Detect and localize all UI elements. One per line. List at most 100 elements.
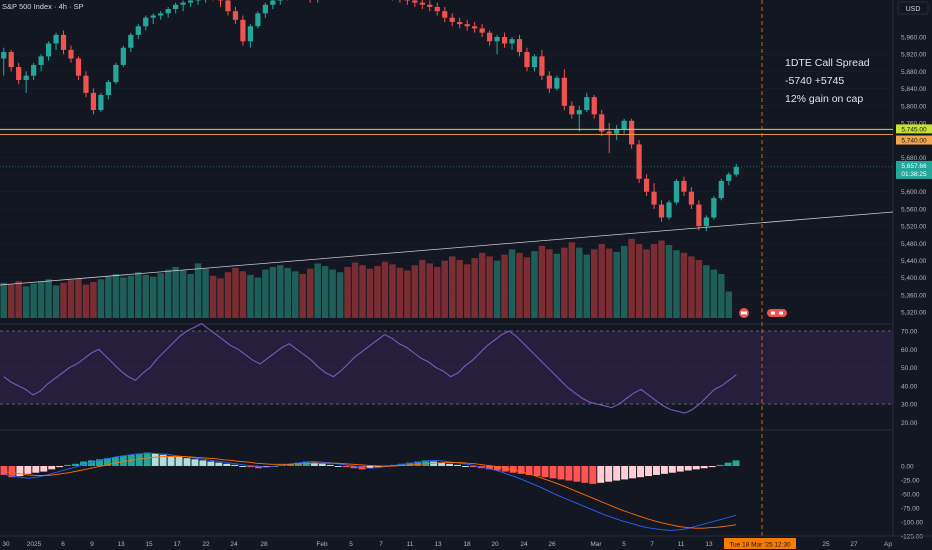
macd-hist-bar — [326, 464, 334, 466]
macd-hist-bar — [255, 466, 263, 469]
macd-hist-bar — [541, 466, 549, 478]
volume-bar — [673, 250, 680, 318]
volume-bar — [591, 249, 598, 318]
price-candles[interactable] — [1, 0, 739, 232]
last-price-tag[interactable] — [896, 160, 932, 179]
volume-bar — [456, 259, 463, 318]
volume-bar — [448, 256, 456, 318]
time-axis-label: 18 — [463, 541, 471, 548]
earnings-flag-icon[interactable] — [739, 308, 749, 318]
macd-hist-bar — [605, 466, 613, 482]
volume-bar — [135, 272, 142, 318]
trend-line[interactable] — [0, 211, 894, 286]
volume-bar — [142, 274, 149, 318]
volume-bar — [217, 278, 224, 318]
last-price-label: 5,657.66 — [901, 163, 927, 170]
candle-body — [726, 174, 732, 181]
macd-hist-bar — [565, 466, 573, 481]
volume-bar — [82, 284, 90, 318]
level-5745-tag[interactable] — [896, 124, 932, 134]
level-5740-tag[interactable] — [896, 135, 932, 145]
time-axis-label: 28 — [260, 541, 268, 548]
candle-body — [584, 97, 590, 111]
rsi-tick-label: 60.00 — [901, 347, 918, 354]
time-axis-label: 13 — [434, 541, 442, 548]
macd-hist-bar — [358, 466, 366, 470]
signal-line[interactable] — [4, 456, 736, 529]
candle-body — [546, 75, 553, 89]
macd-hist-bar — [24, 466, 32, 474]
macd-hist-bar — [454, 464, 462, 466]
volume-bar — [493, 260, 501, 318]
time-axis-label: 6 — [61, 541, 65, 548]
volume-bar — [67, 280, 75, 318]
macd-hist-bar — [167, 455, 175, 466]
price-tick-label: 5,400.00 — [901, 275, 927, 282]
macd-hist-bar — [398, 463, 406, 466]
candle-body — [576, 110, 582, 115]
symbol-legend[interactable]: S&P 500 Index · 4h · SP — [2, 2, 84, 11]
macd-tick-label: -25.00 — [901, 478, 920, 485]
macd-tick-label: -75.00 — [901, 506, 920, 513]
macd-hist-bar — [430, 461, 438, 466]
rsi-tick-label: 30.00 — [901, 402, 918, 409]
volume-bar — [538, 245, 546, 318]
volume-bar — [359, 265, 366, 318]
candle-body — [120, 47, 126, 65]
candle-body — [113, 64, 119, 83]
candle-body — [98, 95, 104, 111]
candle-body — [255, 13, 261, 27]
rsi-line[interactable] — [3, 323, 737, 414]
candle-body — [464, 24, 470, 27]
volume-bar — [635, 244, 643, 318]
macd-hist-bar — [652, 466, 660, 475]
macd-hist-bar — [422, 460, 430, 466]
candle-body — [636, 144, 642, 179]
time-axis-label: 9 — [90, 541, 94, 548]
candle-body — [599, 114, 605, 132]
macd-tick-label: -100.00 — [901, 520, 923, 527]
volume-bar — [553, 253, 561, 318]
macd-hist-bar — [88, 460, 95, 466]
time-axis-label: 11 — [678, 541, 685, 548]
macd-hist-bar — [16, 466, 24, 477]
macd-hist-bar — [501, 466, 509, 472]
dividend-flag-icon[interactable] — [767, 309, 787, 317]
candle-body — [658, 204, 665, 218]
candle-body — [412, 0, 418, 3]
time-axis-label: 24 — [230, 541, 238, 548]
time-axis-label: 2025 — [27, 541, 42, 548]
annotation-strikes[interactable]: -5740 +5745 — [785, 75, 845, 87]
macd-hist-bar — [199, 460, 207, 466]
time-axis-label: Feb — [316, 541, 328, 548]
candle-body — [501, 37, 508, 44]
volume-bar — [336, 272, 344, 318]
annotation-title[interactable]: 1DTE Call Spread — [785, 57, 870, 69]
macd-tick-label: -50.00 — [901, 492, 920, 499]
time-axis-labels[interactable]: 30 2025 6 9 13 15 17 22 24 28 Feb 5 7 11 13 18 20 24 26 Mar… — [2, 541, 892, 548]
volume-bar — [30, 283, 37, 318]
macd-hist-bar — [342, 466, 350, 468]
annotation-result[interactable]: 12% gain on cap — [785, 93, 864, 105]
candle-body — [83, 75, 89, 93]
rsi-tick-label: 40.00 — [901, 383, 918, 390]
time-axis-label: 17 — [173, 541, 181, 548]
macd-tick-label: -125.00 — [901, 534, 923, 541]
macd-hist-bar — [509, 466, 517, 473]
rsi-axis-ticks: 70.00 60.00 50.00 40.00 30.00 20.00 — [901, 329, 918, 427]
macd-hist-bar — [207, 461, 215, 466]
macd-hist-bar — [684, 466, 692, 471]
candle-body — [16, 67, 22, 80]
currency-chip[interactable] — [897, 1, 929, 15]
macd-hist-bar — [438, 462, 446, 466]
volume-bar — [665, 244, 673, 318]
macd-line[interactable] — [4, 452, 737, 531]
volume-bar — [523, 257, 531, 318]
price-axis[interactable] — [893, 0, 932, 536]
macd-hist-bar — [485, 466, 493, 470]
candle-body — [38, 56, 44, 65]
time-axis-label: 5 — [349, 541, 353, 548]
candle-body — [494, 37, 500, 42]
